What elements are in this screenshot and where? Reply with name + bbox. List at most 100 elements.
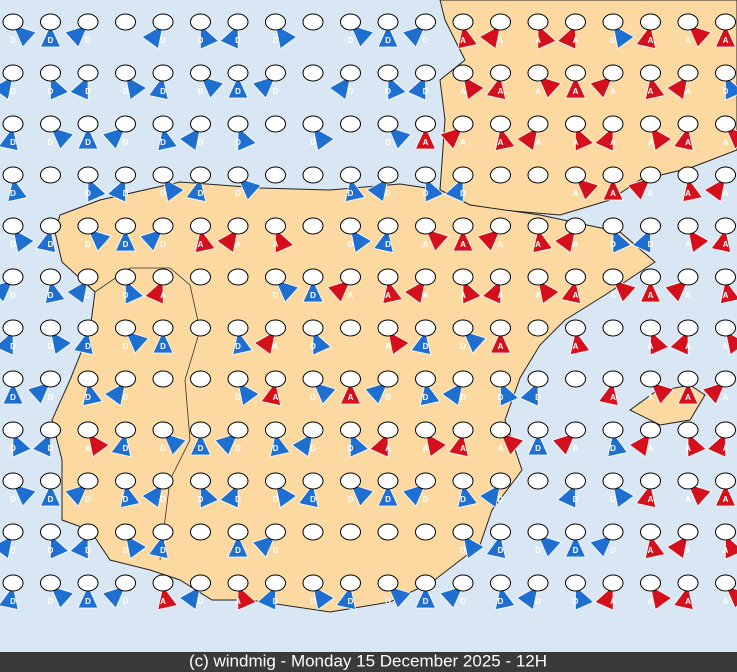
station-oval <box>302 64 324 82</box>
wind-arrow <box>401 24 427 48</box>
wind-marker <box>39 483 62 507</box>
wind-arrow <box>519 381 539 407</box>
wind-label: D <box>123 393 129 402</box>
wind-marker <box>328 75 352 101</box>
wind-label: A <box>85 444 91 453</box>
wind-arrow <box>366 177 389 203</box>
wind-arrow <box>101 585 127 609</box>
wind-marker <box>612 228 632 254</box>
station-oval <box>565 115 586 133</box>
station-oval <box>265 421 286 439</box>
station-oval <box>415 421 436 439</box>
wind-arrow <box>72 330 94 356</box>
station-oval <box>377 268 399 286</box>
wind-label: A <box>498 342 504 351</box>
wind-label: D <box>123 240 129 249</box>
station-oval <box>152 574 174 592</box>
wind-label: D <box>85 240 91 249</box>
wind-arrow <box>687 228 710 254</box>
station-oval <box>190 115 211 133</box>
wind-arrow <box>312 381 337 405</box>
wind-arrow <box>724 330 737 356</box>
wind-label: D <box>460 546 466 555</box>
wind-arrow <box>602 177 624 201</box>
wind-marker <box>49 534 70 560</box>
wind-arrow <box>631 228 652 254</box>
wind-marker <box>297 483 319 509</box>
wind-label: D <box>535 444 541 453</box>
wind-marker <box>628 432 652 458</box>
station-oval <box>715 115 736 133</box>
wind-marker <box>602 177 624 201</box>
wind-label: A <box>685 597 691 606</box>
wind-label: D <box>85 138 91 147</box>
station-oval <box>265 217 286 235</box>
wind-marker <box>444 177 464 203</box>
wind-arrow <box>110 432 132 458</box>
wind-label: A <box>460 36 466 45</box>
wind-arrow <box>274 228 295 254</box>
wind-arrow <box>377 483 399 507</box>
wind-arrow <box>607 432 629 458</box>
wind-label: D <box>198 189 204 198</box>
wind-label: D <box>160 189 166 198</box>
station-oval <box>415 472 436 490</box>
wind-label: D <box>10 189 16 198</box>
wind-marker <box>649 126 673 152</box>
wind-arrow <box>364 381 389 405</box>
wind-marker <box>152 330 174 354</box>
wind-arrow <box>369 432 389 458</box>
wind-arrow <box>251 75 277 99</box>
wind-marker <box>414 585 437 609</box>
wind-marker <box>687 24 712 48</box>
station-oval <box>190 64 211 82</box>
wind-marker <box>106 177 127 203</box>
wind-label: A <box>723 342 729 351</box>
wind-label: D <box>273 291 279 300</box>
wind-label: A <box>423 291 429 300</box>
wind-label: D <box>310 597 316 606</box>
wind-arrow <box>401 483 427 507</box>
station-oval <box>302 421 324 439</box>
station-oval <box>190 421 211 439</box>
station-oval <box>527 268 549 286</box>
wind-arrow <box>553 228 577 254</box>
station-oval <box>2 472 24 490</box>
wind-label: D <box>385 597 391 606</box>
wind-label: A <box>498 291 504 300</box>
station-oval <box>452 370 474 388</box>
wind-marker <box>687 228 710 254</box>
wind-label: A <box>535 240 541 249</box>
station-oval <box>302 166 324 184</box>
station-oval <box>77 64 99 82</box>
wind-arrow <box>199 75 225 99</box>
station-oval <box>415 523 436 541</box>
station-oval <box>715 319 736 337</box>
station-oval <box>190 268 211 286</box>
wind-label: A <box>648 87 654 96</box>
station-oval <box>602 166 624 184</box>
station-oval <box>40 319 61 337</box>
station-oval <box>152 166 174 184</box>
wind-marker <box>687 483 712 507</box>
wind-arrow <box>494 126 516 152</box>
wind-arrow <box>349 24 375 48</box>
station-oval <box>677 13 699 31</box>
wind-marker <box>110 432 132 458</box>
wind-label: D <box>48 597 54 606</box>
station-oval <box>77 574 99 592</box>
wind-marker <box>387 126 412 150</box>
station-oval <box>527 472 549 490</box>
station-oval <box>715 523 736 541</box>
station-oval <box>715 574 736 592</box>
wind-marker <box>703 177 727 203</box>
wind-label: D <box>198 495 204 504</box>
wind-label: A <box>160 291 166 300</box>
wind-arrow <box>419 381 441 407</box>
wind-marker <box>214 432 239 456</box>
wind-arrow <box>44 279 66 305</box>
wind-arrow <box>719 279 737 305</box>
station-oval <box>265 319 286 337</box>
wind-label: A <box>460 87 466 96</box>
wind-arrow <box>462 279 482 305</box>
